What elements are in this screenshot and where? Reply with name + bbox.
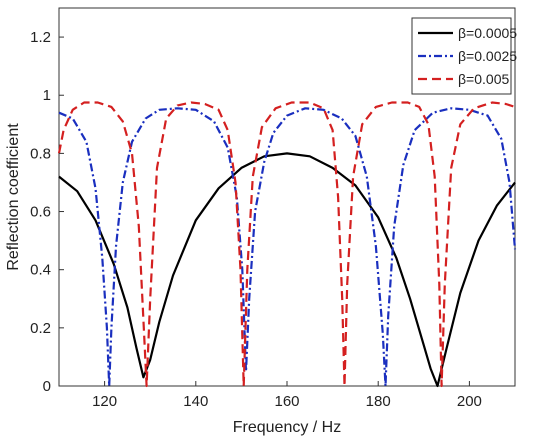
legend-box <box>411 17 512 95</box>
x-tick-label: 140 <box>183 393 208 410</box>
x-tick-label: 120 <box>92 393 117 410</box>
legend-label: β=0.0025 <box>458 48 517 64</box>
y-tick-label: 1 <box>43 87 51 104</box>
series-layer <box>57 101 517 388</box>
legend: β=0.0005 β=0.0025 β=0.005 <box>411 17 517 95</box>
y-tick-label: 0.8 <box>30 145 51 162</box>
series-line-2 <box>58 107 517 388</box>
y-axis-label: Reflection coefficient <box>5 123 22 271</box>
x-tick-label: 180 <box>366 393 391 410</box>
series-line-3 <box>57 101 516 388</box>
x-tick-label: 160 <box>274 393 299 410</box>
y-tick-label: 0.4 <box>30 262 51 279</box>
y-tick-label: 0 <box>43 378 51 395</box>
x-axis-label: Frequency / Hz <box>233 419 341 436</box>
legend-label: β=0.005 <box>458 71 509 87</box>
x-tick-label: 200 <box>457 393 482 410</box>
y-tick-label: 0.6 <box>30 204 51 221</box>
y-tick-label: 0.2 <box>30 320 51 337</box>
ticks-layer: 120 140 160 180 200 0 0.2 0.4 0.6 0.8 1 1.2 <box>30 29 482 410</box>
legend-label: β=0.0005 <box>458 25 517 41</box>
y-tick-label: 1.2 <box>30 29 51 46</box>
